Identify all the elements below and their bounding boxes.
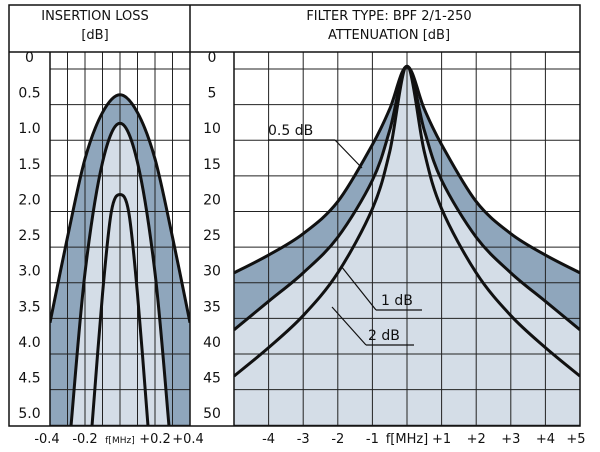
insertion-title-line1: INSERTION LOSS	[41, 9, 149, 24]
y-tick-label: 3.5	[18, 299, 40, 315]
x-tick-label: +0.4	[172, 432, 204, 447]
chart-frame	[8, 4, 581, 427]
y-tick-label: 0.5	[18, 86, 40, 102]
y-tick-label: 0	[208, 50, 217, 66]
series-line-3	[90, 192, 150, 426]
y-tick-label: 50	[203, 406, 221, 422]
x-tick-label: -0.4	[34, 432, 59, 447]
x-tick-label: -4	[262, 432, 275, 447]
y-tick-label: 25	[203, 228, 221, 244]
y-tick-label: 20	[203, 192, 221, 208]
y-tick-label: 4.5	[18, 371, 40, 387]
insertion-title-line2: [dB]	[81, 28, 108, 43]
y-tick-label: 30	[203, 264, 221, 280]
x-tick-label: +2	[467, 432, 486, 447]
annotation-leader	[331, 306, 367, 346]
series-annotation: 0.5 dB	[268, 123, 313, 139]
series-annotation: 2 dB	[368, 328, 400, 344]
annotation-leader	[340, 265, 377, 311]
y-tick-label: 10	[203, 121, 221, 137]
y-tick-label: 1.0	[18, 121, 40, 137]
annotation-leader	[334, 139, 363, 169]
series-line-2	[69, 121, 171, 426]
outer-border	[8, 4, 581, 427]
x-tick-label: -3	[297, 432, 310, 447]
y-tick-label: 15	[203, 157, 221, 173]
insertion-loss-panel: 0 0.5 1.0 1.5 2.0 2.5 3.0 3.5 4.0 4.5 5.0 -0.4 -0.2 f…	[18, 50, 203, 447]
y-tick-label: 5.0	[18, 406, 40, 422]
attenuation-title-line2: ATTENUATION [dB]	[328, 28, 450, 43]
x-tick-label: +1	[432, 432, 451, 447]
x-tick-label: +5	[566, 432, 585, 447]
y-tick-label: 45	[203, 371, 221, 387]
y-tick-label: 3.0	[18, 264, 40, 280]
y-tick-label: 1.5	[18, 157, 40, 173]
x-tick-label: -0.2	[72, 432, 97, 447]
y-tick-label: 2.5	[18, 228, 40, 244]
x-tick-label: +3	[501, 432, 520, 447]
attenuation-panel: 0 5 10 15 20 25 30 35 40 45 50 -4 -3 -2 -1 f[MHz] +1 +2 +3…	[203, 50, 586, 447]
y-tick-label: 40	[203, 335, 221, 351]
x-tick-label: -1	[366, 432, 379, 447]
y-tick-label: 5	[208, 86, 217, 102]
x-tick-label: +0.2	[139, 432, 171, 447]
y-tick-label: 4.0	[18, 335, 40, 351]
series-line-1	[50, 93, 190, 324]
x-tick-label: +4	[536, 432, 555, 447]
series-annotation: 1 dB	[381, 293, 413, 309]
y-tick-label: 2.0	[18, 192, 40, 208]
x-tick-label: f[MHz]	[386, 432, 429, 447]
x-tick-label: f[MHz]	[105, 436, 134, 446]
x-tick-label: -2	[331, 432, 344, 447]
y-tick-label: 0	[25, 50, 34, 66]
attenuation-title-line1: FILTER TYPE: BPF 2/1-250	[306, 9, 471, 24]
y-tick-label: 35	[203, 299, 221, 315]
series-line-3	[234, 64, 580, 378]
